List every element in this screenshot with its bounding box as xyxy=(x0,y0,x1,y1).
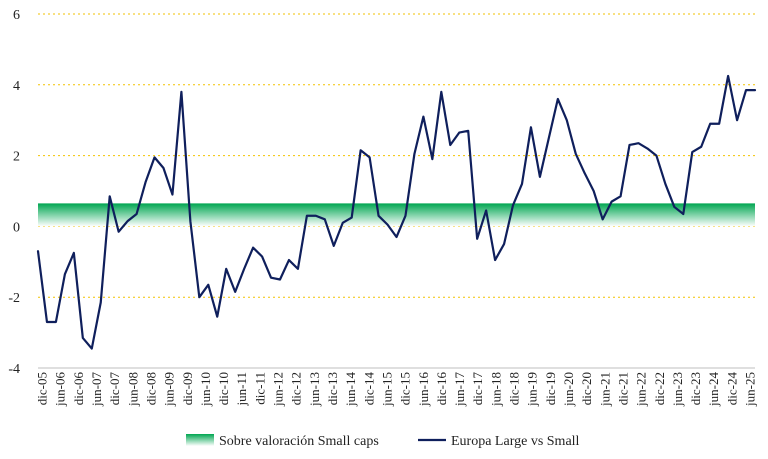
y-tick-label: 6 xyxy=(13,8,20,23)
valuation-band xyxy=(38,203,755,227)
y-tick-label: 2 xyxy=(13,150,20,165)
x-tick-label: dic-07 xyxy=(107,372,122,406)
x-tick-label: jun-18 xyxy=(488,372,503,407)
series-layer xyxy=(36,74,757,350)
y-tick-label: 0 xyxy=(13,220,20,235)
x-tick-label: dic-14 xyxy=(361,372,376,406)
x-tick-label: dic-16 xyxy=(434,372,449,406)
x-tick-label: jun-23 xyxy=(670,372,685,407)
y-tick-label: 4 xyxy=(13,79,20,94)
x-tick-label: dic-20 xyxy=(579,372,594,405)
x-tick-label: dic-15 xyxy=(398,372,413,405)
x-tick-label: dic-13 xyxy=(325,372,340,405)
x-tick-label: dic-21 xyxy=(615,372,630,405)
x-tick-label: dic-12 xyxy=(289,372,304,405)
x-tick-label: dic-08 xyxy=(143,372,158,405)
x-tick-label: jun-12 xyxy=(271,372,286,407)
x-tick-label: dic-24 xyxy=(724,372,739,406)
valuation-band-layer xyxy=(38,203,755,227)
x-tick-label: jun-21 xyxy=(597,372,612,407)
x-tick-label: dic-19 xyxy=(543,372,558,405)
x-tick-label: dic-22 xyxy=(652,372,667,405)
x-tick-label: jun-13 xyxy=(307,372,322,407)
x-tick-label: dic-23 xyxy=(688,372,703,405)
x-tick-label: dic-09 xyxy=(180,372,195,405)
x-tick-label: dic-10 xyxy=(216,372,231,405)
x-tick-label: jun-07 xyxy=(89,372,104,407)
x-tick-label: jun-09 xyxy=(162,372,177,407)
legend: Sobre valoración Small caps Europa Large… xyxy=(186,434,580,449)
y-axis: -4 -2 0 2 4 6 xyxy=(8,8,20,377)
x-tick-label: jun-08 xyxy=(125,372,140,407)
y-tick-label: -4 xyxy=(8,362,20,377)
legend-band-swatch xyxy=(186,434,214,446)
x-tick-label: jun-14 xyxy=(343,372,358,407)
x-tick-label: jun-15 xyxy=(379,372,394,407)
x-tick-label: dic-06 xyxy=(71,372,86,406)
legend-line-label: Europa Large vs Small xyxy=(451,434,580,449)
x-tick-label: jun-24 xyxy=(706,372,721,407)
x-tick-label: jun-10 xyxy=(198,372,213,407)
x-tick-label: jun-11 xyxy=(234,372,249,406)
x-tick-label: dic-18 xyxy=(507,372,522,405)
x-tick-label: jun-16 xyxy=(416,372,431,407)
x-tick-label: jun-19 xyxy=(525,372,540,407)
legend-band-label: Sobre valoración Small caps xyxy=(219,434,379,449)
x-tick-label: dic-05 xyxy=(35,372,50,405)
x-tick-label: jun-22 xyxy=(634,372,649,407)
x-tick-label: dic-11 xyxy=(252,372,267,405)
y-tick-label: -2 xyxy=(8,291,20,306)
x-tick-label: jun-20 xyxy=(561,372,576,407)
x-tick-label: jun-06 xyxy=(53,372,68,407)
grid-lines xyxy=(38,13,755,298)
series-line-europa-large-vs-small xyxy=(36,74,757,350)
x-axis: dic-05 jun-06 dic-06 jun-07 dic-07 jun-08 dic-… xyxy=(35,367,758,407)
x-tick-label: jun-25 xyxy=(743,372,758,407)
x-tick-label: dic-17 xyxy=(470,372,485,406)
x-tick-label: jun-17 xyxy=(452,372,467,407)
